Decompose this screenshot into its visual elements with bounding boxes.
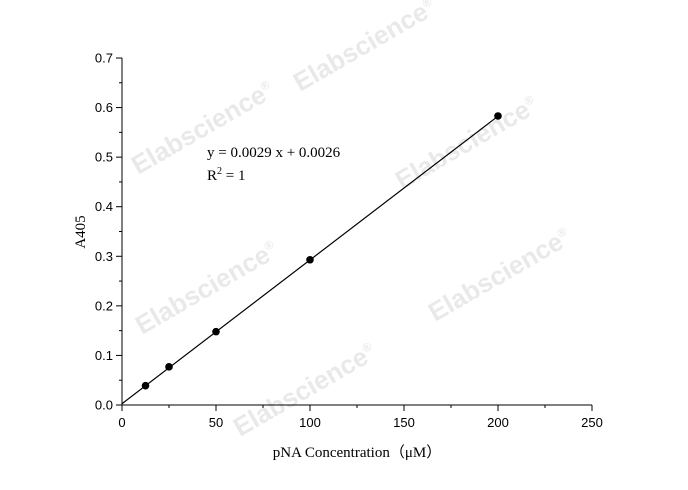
x-tick-label: 200: [487, 415, 509, 430]
watermark: Elabscience®: [288, 0, 441, 97]
y-tick-label: 0.5: [95, 150, 113, 165]
x-tick-label: 250: [581, 415, 603, 430]
watermarks: Elabscience® Elabscience® Elabscience® E…: [126, 0, 576, 442]
watermark: Elabscience®: [130, 235, 283, 341]
watermark: Elabscience®: [126, 75, 279, 181]
y-tick-label: 0.1: [95, 348, 113, 363]
x-axis-label: pNA Concentration（μM）: [273, 444, 441, 461]
data-point: [141, 381, 150, 390]
y-tick-label: 0.4: [95, 199, 113, 214]
data-point: [306, 255, 314, 264]
y-tick-label: 0.7: [95, 51, 113, 66]
watermark: Elabscience®: [423, 222, 576, 328]
r-squared: R2 = 1: [207, 166, 245, 184]
watermark: Elabscience®: [390, 90, 543, 196]
data-point: [212, 327, 220, 336]
y-tick-label: 0.2: [95, 298, 113, 313]
x-tick-label: 0: [118, 415, 125, 430]
y-axis-ticks: 0.0 0.1 0.2 0.3 0.4 0.5 0.6 0.7: [95, 51, 122, 413]
fit-equation: y = 0.0029 x + 0.0026: [207, 145, 341, 161]
y-tick-label: 0.3: [95, 249, 113, 264]
x-tick-label: 100: [299, 415, 321, 430]
x-tick-label: 150: [393, 415, 415, 430]
data-point: [165, 363, 173, 371]
x-axis-ticks: 0 50 100 150 200 250: [118, 405, 603, 430]
y-tick-label: 0.0: [95, 398, 113, 413]
y-tick-label: 0.6: [95, 100, 113, 115]
data-points: [141, 112, 502, 390]
data-point: [494, 112, 502, 120]
y-axis-label: A405: [73, 215, 89, 248]
x-tick-label: 50: [209, 415, 223, 430]
